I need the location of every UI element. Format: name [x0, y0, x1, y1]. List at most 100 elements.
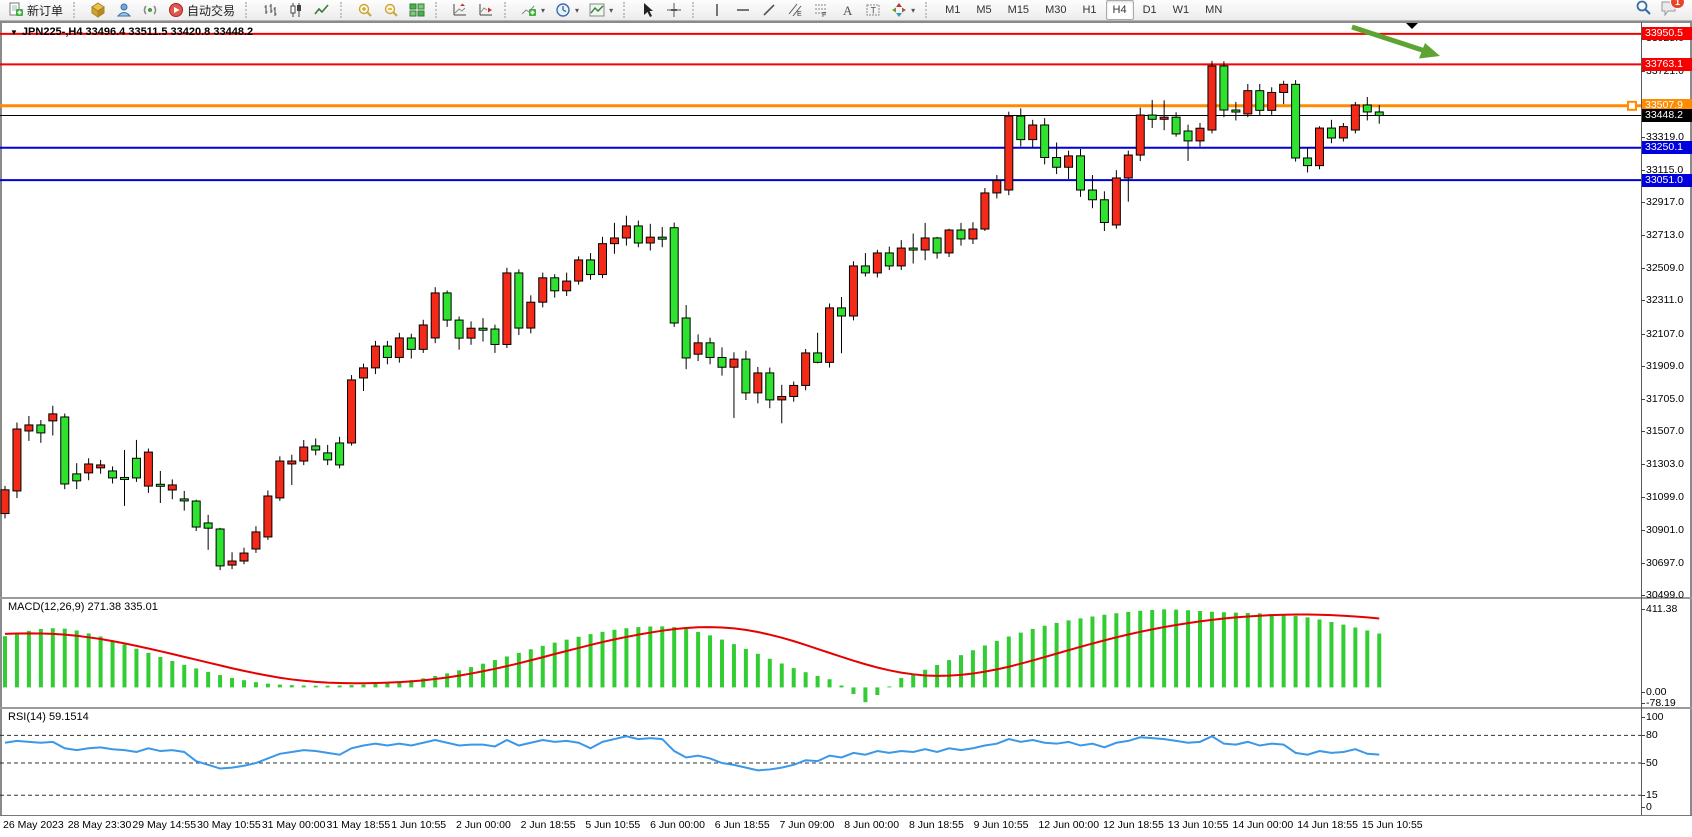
auto-scroll-button[interactable] — [474, 0, 498, 20]
rsi-pane-canvas[interactable] — [0, 709, 1641, 814]
candle — [466, 321, 476, 345]
zoom-out-button[interactable] — [379, 0, 403, 20]
timeframe-button-m15[interactable]: M15 — [1007, 4, 1030, 16]
periods-button[interactable]: ▾ — [551, 0, 583, 20]
chevron-down-icon[interactable]: ▾ — [575, 5, 580, 15]
pane-separator[interactable] — [0, 707, 1692, 709]
market-button[interactable] — [86, 0, 110, 20]
bar-chart-icon — [262, 2, 278, 18]
timeframe-button-m5[interactable]: M5 — [976, 4, 992, 16]
candlestick-button[interactable] — [284, 0, 308, 20]
timeframe-button-m1[interactable]: M1 — [945, 4, 961, 16]
text-label-button[interactable]: T — [861, 0, 885, 20]
tile-windows-button[interactable] — [405, 0, 429, 20]
candle — [562, 272, 572, 297]
text-button[interactable]: A — [835, 0, 859, 20]
trendline-icon — [761, 2, 777, 18]
search-icon[interactable] — [1635, 0, 1652, 21]
text-label-icon: T — [865, 2, 881, 18]
candle — [777, 384, 787, 424]
time-axis[interactable] — [0, 815, 1692, 837]
timeframe-button-h1[interactable]: H1 — [1082, 4, 1097, 16]
button-label: 新订单 — [27, 3, 64, 18]
chart-shift-button[interactable] — [448, 0, 472, 20]
timeframe-button-w1[interactable]: W1 — [1172, 4, 1190, 16]
templates-button[interactable]: ▾ — [585, 0, 617, 20]
candle — [1040, 118, 1050, 165]
fibonacci-icon: F — [813, 2, 829, 18]
fibonacci-button[interactable]: F — [809, 0, 833, 20]
time-tick-label: 12 Jun 00:00 — [1038, 819, 1100, 831]
arrows-button[interactable]: ▾ — [887, 0, 919, 20]
candle — [490, 324, 500, 353]
market-icon — [90, 2, 106, 18]
price-tick-label: 30697.0 — [1641, 556, 1684, 569]
svg-text:T: T — [871, 6, 877, 16]
candle — [526, 295, 536, 334]
candle — [1099, 191, 1109, 231]
candle — [347, 375, 357, 446]
candle — [729, 352, 739, 418]
notifications-icon[interactable]: 1 — [1660, 0, 1685, 21]
candle — [956, 222, 966, 246]
chevron-down-icon[interactable]: ▾ — [541, 5, 546, 15]
candle — [120, 449, 129, 506]
candle — [789, 381, 799, 402]
profile-button[interactable] — [112, 0, 136, 20]
candle — [227, 552, 237, 570]
horizontal-line-button[interactable] — [731, 0, 755, 20]
candle — [299, 440, 309, 466]
macd-pane-canvas[interactable] — [0, 599, 1641, 707]
signals-button[interactable] — [138, 0, 162, 20]
annotation-arrow-line[interactable] — [1351, 24, 1426, 54]
candle — [538, 272, 548, 308]
timeframe-button-m30[interactable]: M30 — [1045, 4, 1067, 16]
candle — [908, 233, 918, 264]
candle — [406, 333, 416, 359]
zoom-in-button[interactable] — [353, 0, 377, 20]
crosshair-button[interactable] — [662, 0, 686, 20]
indicators-button[interactable]: ▾ — [517, 0, 549, 20]
bar-chart-button[interactable] — [258, 0, 282, 20]
candle — [36, 420, 46, 443]
candle — [1219, 61, 1229, 118]
auto-trading-button[interactable]: 自动交易 — [164, 0, 239, 20]
vertical-line-button[interactable] — [705, 0, 729, 20]
candle — [251, 526, 261, 553]
candle — [359, 363, 368, 391]
candle — [860, 253, 870, 277]
price-tick-label: 31507.0 — [1641, 425, 1684, 438]
price-tick-label: 31909.0 — [1641, 359, 1684, 372]
templates-icon — [589, 2, 605, 18]
main-chart-canvas[interactable] — [0, 22, 1641, 597]
trendline-button[interactable] — [757, 0, 781, 20]
cursor-button[interactable] — [636, 0, 660, 20]
order-line-handle[interactable] — [1627, 100, 1637, 111]
candle — [765, 367, 775, 409]
rsi-axis-50: 50 — [1641, 757, 1658, 769]
candle — [1243, 84, 1253, 118]
price-badge-33051.0: 33051.0 — [1642, 173, 1692, 187]
timeframe-button-d1[interactable]: D1 — [1142, 4, 1157, 16]
candle — [586, 253, 596, 280]
pane-separator[interactable] — [0, 597, 1692, 599]
timeframe-button-h4[interactable]: H4 — [1105, 0, 1134, 20]
candle — [920, 222, 930, 261]
svg-text:A: A — [843, 3, 853, 18]
time-tick-label: 13 Jun 10:55 — [1167, 819, 1229, 831]
candle — [1111, 170, 1121, 229]
price-tick-label: 32917.0 — [1641, 195, 1684, 208]
price-tick-label: 32713.0 — [1641, 229, 1684, 242]
new-order-button[interactable]: 新订单 — [4, 0, 67, 20]
line-chart-button[interactable] — [310, 0, 334, 20]
auto-scroll-icon — [478, 2, 494, 18]
candle — [311, 438, 321, 456]
macd-signal-line — [4, 613, 1380, 685]
timeframe-button-mn[interactable]: MN — [1205, 4, 1223, 16]
price-tick-label: 32107.0 — [1641, 327, 1684, 340]
chevron-down-icon[interactable]: ▾ — [911, 5, 916, 15]
chevron-down-icon[interactable]: ▾ — [609, 5, 614, 15]
channel-button[interactable]: E — [783, 0, 807, 20]
symbol-dropdown-icon[interactable]: ▼ — [10, 28, 18, 37]
price-tick-label: 31705.0 — [1641, 392, 1684, 405]
